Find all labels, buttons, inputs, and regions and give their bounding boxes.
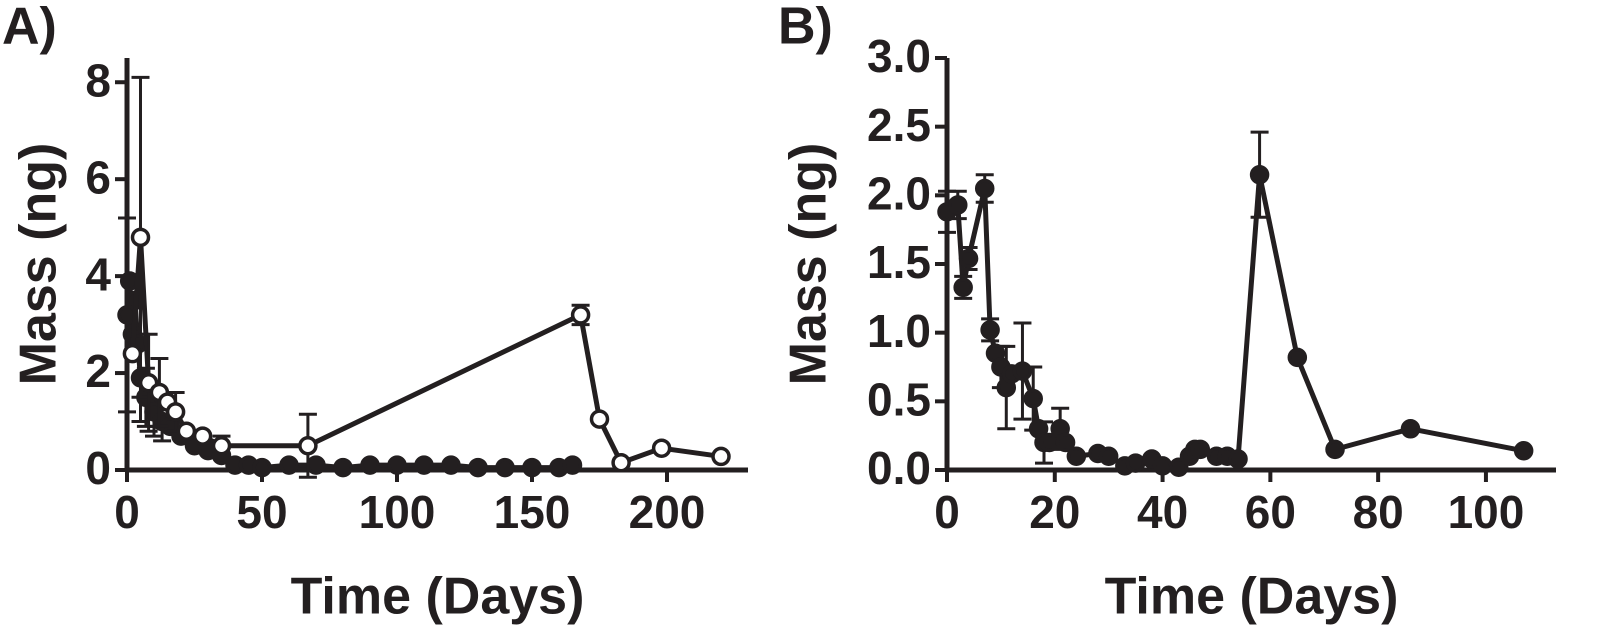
data-point xyxy=(122,343,143,364)
data-point xyxy=(1098,446,1119,467)
data-point xyxy=(589,409,610,429)
y-tick-label: 0.5 xyxy=(867,373,931,425)
data-point xyxy=(1513,441,1534,461)
data-point xyxy=(711,446,731,467)
y-tick-label: 8 xyxy=(85,54,111,106)
data-point xyxy=(441,455,461,475)
data-point xyxy=(1055,432,1076,453)
data-line xyxy=(129,234,722,466)
data-point xyxy=(974,178,995,199)
data-point xyxy=(252,457,272,478)
x-tick-label: 0 xyxy=(114,486,140,538)
data-point xyxy=(279,455,299,475)
data-point xyxy=(611,452,631,473)
data-point xyxy=(651,438,672,458)
x-tick-label: 100 xyxy=(1448,486,1525,538)
y-tick-label: 2 xyxy=(85,345,111,397)
data-point xyxy=(958,248,979,269)
data-point xyxy=(387,455,407,475)
panel-label: A) xyxy=(2,0,57,56)
x-tick-label: 50 xyxy=(236,486,287,538)
data-point xyxy=(1066,446,1087,467)
data-point xyxy=(468,457,488,478)
y-axis-title: Mass (ng) xyxy=(10,143,68,386)
data-point xyxy=(948,195,968,215)
data-point xyxy=(562,455,583,475)
data-point xyxy=(298,436,318,456)
data-point xyxy=(333,457,353,478)
panel: B) 0.0 0.5 1.0 1.5 2.0 2.5 3.0 0 20 40 60 80 100 Time … xyxy=(778,0,1556,626)
data-point xyxy=(211,436,232,456)
y-tick-label: 2.5 xyxy=(867,99,931,151)
y-tick-label: 4 xyxy=(85,248,111,300)
y-tick-label: 3.0 xyxy=(867,30,931,82)
y-tick-label: 1.5 xyxy=(867,236,931,288)
x-axis-title: Time (Days) xyxy=(291,568,585,626)
data-point xyxy=(130,227,151,248)
data-point xyxy=(176,421,197,441)
y-tick-label: 0 xyxy=(85,442,111,494)
data-point xyxy=(360,455,380,475)
y-axis-title: Mass (ng) xyxy=(780,143,838,386)
y-tick-label: 6 xyxy=(85,151,111,203)
x-tick-label: 40 xyxy=(1137,486,1188,538)
data-point xyxy=(306,455,326,475)
x-tick-label: 20 xyxy=(1029,486,1080,538)
x-tick-label: 80 xyxy=(1353,486,1404,538)
x-tick-label: 200 xyxy=(629,486,706,538)
y-tick-label: 1.0 xyxy=(867,305,931,357)
data-point xyxy=(1228,449,1248,469)
data-point xyxy=(1125,453,1146,473)
data-point xyxy=(495,457,515,478)
data-point xyxy=(1023,388,1043,409)
x-axis-title: Time (Days) xyxy=(1105,568,1399,626)
x-tick-label: 0 xyxy=(934,486,960,538)
data-point xyxy=(165,402,186,422)
data-point xyxy=(1190,439,1211,460)
y-tick-label: 2.0 xyxy=(867,167,931,219)
data-point xyxy=(980,320,1000,340)
data-point xyxy=(570,305,591,325)
data-point xyxy=(414,455,434,475)
data-point xyxy=(1400,419,1421,439)
data-point xyxy=(522,457,542,478)
data-point xyxy=(1287,347,1308,368)
x-tick-label: 60 xyxy=(1245,486,1296,538)
x-tick-label: 100 xyxy=(359,486,436,538)
x-tick-label: 150 xyxy=(494,486,571,538)
data-point xyxy=(1249,164,1270,185)
data-point xyxy=(1152,456,1173,476)
data-point xyxy=(192,426,213,446)
data-point xyxy=(1012,361,1033,381)
data-point xyxy=(953,277,973,298)
panel: A) 0 2 4 6 8 0 50 100 150 200 Time (Days) Mass (ng) xyxy=(2,0,748,626)
panel-label: B) xyxy=(778,0,833,56)
y-tick-label: 0.0 xyxy=(867,442,931,494)
data-point xyxy=(1325,439,1345,460)
